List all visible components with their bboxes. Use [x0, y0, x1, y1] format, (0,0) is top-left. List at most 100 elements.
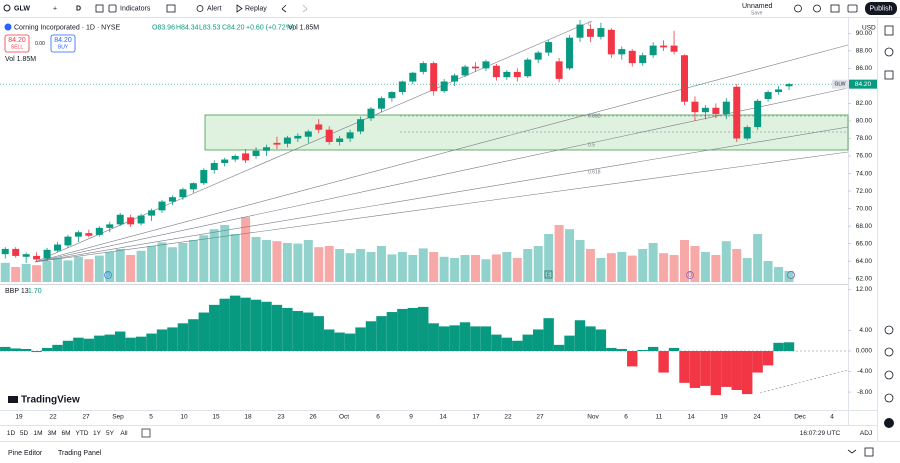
bbp-bar	[313, 316, 324, 352]
snapshot-icon[interactable]	[847, 4, 858, 13]
candle-body	[210, 163, 218, 171]
publish-button[interactable]	[865, 2, 897, 15]
undo-icon[interactable]	[281, 4, 287, 13]
volume-bar	[11, 267, 21, 282]
collapse-icon[interactable]	[847, 449, 857, 454]
alerts-icon[interactable]	[884, 47, 894, 57]
volume-bar	[136, 250, 146, 282]
range-button[interactable]: 1D	[7, 430, 16, 437]
interval[interactable]: D	[76, 5, 81, 12]
redo-icon[interactable]	[302, 4, 308, 13]
alert-icon[interactable]	[196, 5, 204, 12]
fib-label: 0	[588, 21, 591, 27]
adj-toggle[interactable]: ADJ	[860, 430, 872, 437]
replay-button[interactable]: Replay	[245, 5, 267, 12]
bbp-bar	[449, 325, 460, 352]
publish-label[interactable]: Publish	[870, 6, 893, 13]
price-tag-box	[849, 79, 877, 89]
help-icon[interactable]	[884, 418, 894, 428]
candle-body	[764, 92, 772, 100]
range-button[interactable]: 3M	[47, 430, 56, 437]
bbp-bar	[73, 337, 84, 352]
search-icon[interactable]	[3, 4, 11, 12]
bbp-bar	[376, 316, 387, 352]
volume-bar	[282, 243, 292, 282]
sell-label[interactable]: SELL	[11, 44, 23, 50]
volume-bar	[491, 254, 501, 282]
indicators-button[interactable]: Indicators	[120, 5, 151, 12]
event-label[interactable]: D	[688, 273, 692, 279]
sell-price[interactable]: 84.20	[8, 37, 26, 44]
quick-search-icon[interactable]	[794, 4, 802, 13]
bbp-bar	[303, 312, 314, 352]
candle-body	[43, 249, 51, 259]
volume-bar	[63, 260, 73, 282]
volume-bar	[481, 259, 491, 282]
volume-bar	[763, 261, 773, 282]
volume-bar	[21, 264, 31, 282]
chart-type-icon[interactable]	[95, 4, 104, 13]
x-tick-label: 19	[15, 414, 23, 421]
candle-body	[116, 214, 124, 225]
fullscreen-icon[interactable]	[830, 4, 840, 13]
volume-bar	[523, 249, 533, 282]
layout-name[interactable]: Unnamed	[742, 3, 772, 10]
range-button[interactable]: All	[120, 430, 128, 437]
bbp-bar	[762, 351, 774, 366]
bbp-bar	[459, 322, 471, 352]
bbp-bar	[386, 312, 398, 352]
pine-editor-tab[interactable]: Pine Editor	[8, 450, 43, 457]
support-zone	[204, 114, 849, 151]
candle-body	[649, 45, 657, 56]
ideas-icon[interactable]	[884, 370, 894, 380]
buy-button[interactable]	[50, 34, 76, 53]
sell-button[interactable]	[4, 34, 30, 53]
fan-lines	[34, 20, 849, 263]
date-range-icon[interactable]	[141, 428, 151, 438]
buy-price[interactable]: 84.20	[54, 37, 72, 44]
news-icon[interactable]	[884, 70, 894, 80]
watchlist-icon[interactable]	[884, 25, 894, 36]
range-button[interactable]: 1Y	[93, 430, 102, 437]
add-symbol-icon[interactable]: +	[53, 5, 57, 12]
legend-open: O83.96	[152, 24, 175, 31]
volume-bar	[471, 255, 480, 282]
maximize-icon[interactable]	[864, 447, 874, 457]
bbp-bar	[564, 335, 575, 352]
indicators-icon[interactable]	[108, 4, 117, 13]
candle-body	[472, 66, 479, 69]
x-tick-label: 14	[439, 414, 447, 421]
range-button[interactable]: 5D	[20, 430, 29, 437]
trading-panel-tab[interactable]: Trading Panel	[58, 450, 102, 457]
notifications-icon[interactable]	[884, 393, 894, 403]
buy-label[interactable]: BUY	[58, 44, 69, 50]
volume-bar	[209, 229, 219, 282]
range-button[interactable]: YTD	[76, 430, 89, 437]
chat-icon[interactable]	[884, 347, 894, 357]
x-tick-label: 22	[49, 414, 57, 421]
range-button[interactable]: 1M	[33, 430, 42, 437]
y-tick-label: 72.00	[856, 188, 873, 195]
bbp-bar	[773, 342, 784, 352]
volume-bar	[188, 240, 198, 282]
replay-icon[interactable]	[236, 4, 243, 13]
volume-bar	[512, 258, 522, 282]
candle-body	[85, 233, 93, 236]
range-button[interactable]: 6M	[61, 430, 70, 437]
bbp-bar	[658, 351, 669, 373]
range-button[interactable]: 5Y	[106, 430, 115, 437]
candle-body	[273, 142, 281, 145]
bbp-bar	[261, 301, 272, 352]
symbol[interactable]: GLW	[14, 5, 30, 12]
candle-body	[33, 255, 41, 260]
x-tick-label: 10	[180, 414, 188, 421]
volume-bar	[356, 249, 366, 282]
candle-body	[127, 217, 135, 225]
templates-icon[interactable]	[166, 4, 176, 13]
alert-button[interactable]: Alert	[207, 5, 221, 12]
bbp-bar	[533, 329, 544, 352]
y-tick-label: 12.00	[856, 286, 873, 293]
settings-icon[interactable]	[813, 4, 821, 13]
legend-close: C84.20	[222, 24, 245, 31]
target-icon[interactable]	[884, 325, 894, 335]
